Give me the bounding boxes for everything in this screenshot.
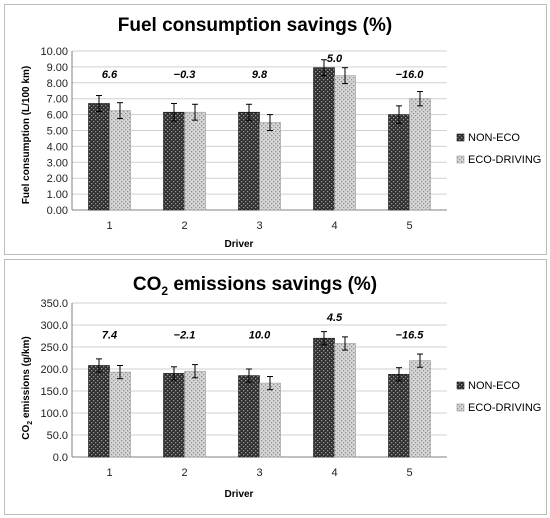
y-axis-label: Fuel consumption (L/100 km) <box>21 66 32 204</box>
y-tick-label: 7.00 <box>47 94 68 106</box>
bar-eco-driving <box>259 122 281 211</box>
fuel-consumption-chart: Fuel consumption savings (%) Driver Fuel… <box>21 15 541 250</box>
bar-eco-driving <box>409 98 431 211</box>
y-tick-label: 350.0 <box>40 298 68 310</box>
savings-annotation: 10.0 <box>249 330 271 342</box>
y-tick-label: 10.00 <box>40 46 68 58</box>
savings-annotation: 4.5 <box>326 312 343 324</box>
y-tick-label: 0.00 <box>47 205 68 217</box>
y-tick-label: 4.00 <box>47 141 68 153</box>
y-axis-label-rest: emissions (g/km) <box>21 336 32 420</box>
y-axis-label-subscript: 2 <box>27 421 34 425</box>
legend-swatch-non-eco <box>456 381 465 390</box>
x-axis-label: Driver <box>225 489 254 500</box>
y-tick-label: 100.0 <box>40 408 68 420</box>
legend: NON-ECO ECO-DRIVING <box>456 132 541 166</box>
savings-annotation: −16.0 <box>396 69 425 81</box>
savings-annotation: 6.6 <box>102 69 118 81</box>
chart-title-main: CO <box>133 274 162 295</box>
y-tick-label: 50.0 <box>47 430 68 442</box>
plot-area: 0.0 50.0 100.0 150.0 200.0 250.0 300.0 350.0 1 7.… <box>40 298 447 479</box>
y-tick-label: 8.00 <box>47 78 68 90</box>
x-axis-label: Driver <box>225 239 254 250</box>
chart-title: Fuel consumption savings (%) <box>118 15 392 36</box>
chart-title-subscript: 2 <box>161 284 168 298</box>
bar-non-eco <box>388 373 410 458</box>
bar-non-eco <box>88 365 110 458</box>
legend-label-non-eco: NON-ECO <box>468 380 520 392</box>
savings-annotation: −16.5 <box>396 330 425 342</box>
savings-annotation: −0.3 <box>174 69 196 81</box>
savings-annotation: 9.8 <box>252 69 268 81</box>
fuel-consumption-chart-panel: Fuel consumption savings (%) Driver Fuel… <box>4 4 547 255</box>
bar-eco-driving <box>409 360 431 458</box>
bar-non-eco <box>163 111 185 211</box>
bar-eco-driving <box>334 343 356 458</box>
y-tick-label: 6.00 <box>47 110 68 122</box>
co2-emissions-chart-panel: CO2 emissions savings (%) Driver CO2 emi… <box>4 259 547 515</box>
legend-label-eco-driving: ECO-DRIVING <box>468 402 541 414</box>
y-axis-label-main: CO <box>21 424 32 439</box>
plot-area: 0.00 1.00 2.00 3.00 4.00 5.00 6.00 7.00 8.00 9.00… <box>40 46 447 232</box>
y-tick-label: 9.00 <box>47 62 68 74</box>
legend-label-eco-driving: ECO-DRIVING <box>468 154 541 166</box>
x-tick-label: 5 <box>406 220 412 232</box>
y-tick-label: 250.0 <box>40 342 68 354</box>
chart-title: CO2 emissions savings (%) <box>133 274 377 298</box>
bar-eco-driving <box>109 110 131 211</box>
bar-eco-driving <box>184 111 206 211</box>
bar-non-eco <box>238 111 260 211</box>
legend-label-non-eco: NON-ECO <box>468 132 520 144</box>
bar-non-eco <box>388 114 410 211</box>
savings-annotation: 7.4 <box>102 330 117 342</box>
savings-annotation: −2.1 <box>174 330 196 342</box>
y-tick-label: 0.0 <box>53 452 68 464</box>
x-tick-label: 2 <box>181 467 187 479</box>
y-axis-label: CO2 emissions (g/km) <box>21 336 34 439</box>
co2-emissions-chart: CO2 emissions savings (%) Driver CO2 emi… <box>21 274 541 500</box>
y-tick-label: 3.00 <box>47 157 68 169</box>
bar-non-eco <box>88 103 110 211</box>
legend-swatch-eco-driving <box>456 155 465 164</box>
x-tick-label: 4 <box>331 220 337 232</box>
x-tick-label: 3 <box>256 467 262 479</box>
bar-eco-driving <box>109 371 131 458</box>
x-tick-label: 1 <box>106 467 112 479</box>
y-tick-label: 2.00 <box>47 173 68 185</box>
x-tick-label: 2 <box>181 220 187 232</box>
bar-non-eco <box>313 337 335 458</box>
savings-annotation: 5.0 <box>327 53 343 65</box>
y-tick-label: 1.00 <box>47 189 68 201</box>
y-tick-label: 5.00 <box>47 126 68 138</box>
bar-non-eco <box>163 373 185 458</box>
bar-eco-driving <box>334 75 356 211</box>
legend-swatch-eco-driving <box>456 403 465 412</box>
x-tick-label: 3 <box>256 220 262 232</box>
legend-swatch-non-eco <box>456 133 465 142</box>
x-tick-label: 5 <box>406 467 412 479</box>
y-tick-label: 300.0 <box>40 320 68 332</box>
y-tick-label: 150.0 <box>40 386 68 398</box>
x-tick-label: 1 <box>106 220 112 232</box>
bar-non-eco <box>313 67 335 211</box>
x-tick-label: 4 <box>331 467 337 479</box>
bar-non-eco <box>238 375 260 458</box>
chart-title-rest: emissions savings (%) <box>168 274 377 295</box>
y-tick-label: 200.0 <box>40 364 68 376</box>
legend: NON-ECO ECO-DRIVING <box>456 380 541 414</box>
bar-eco-driving <box>259 382 281 458</box>
bar-eco-driving <box>184 370 206 458</box>
